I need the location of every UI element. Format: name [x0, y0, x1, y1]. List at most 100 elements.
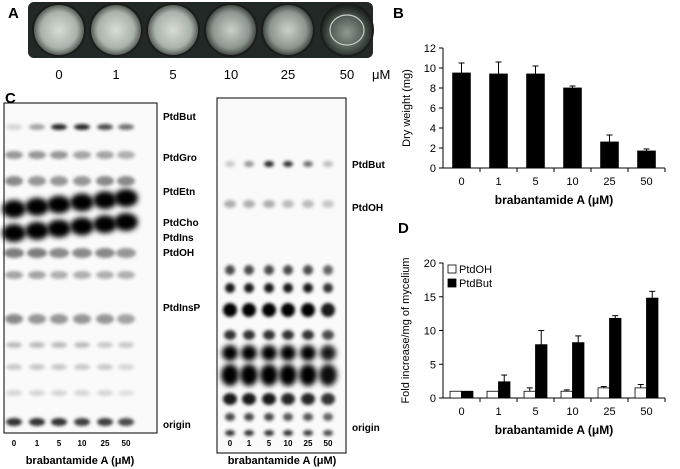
tlc-spot [117, 176, 135, 186]
tlc-spot [29, 390, 45, 396]
tlc-spot [118, 390, 134, 396]
x-tick-label: 25 [603, 406, 615, 418]
tlc-spot [5, 271, 23, 279]
tlc-spot [51, 342, 67, 348]
legend-swatch [447, 278, 457, 288]
panel-letter-a: A [8, 5, 19, 22]
tlc-lane-label-left: 1 [35, 439, 40, 448]
tlc-spot [27, 248, 47, 258]
panel-letter-c: C [5, 90, 16, 107]
tlc-label-ptdinsp: PtdInsP [163, 303, 201, 314]
tlc-spot [263, 200, 275, 208]
tlc-spot [70, 217, 94, 236]
panel-letter-b: B [393, 5, 404, 22]
tlc-spot [114, 189, 138, 207]
tlc-spot [323, 430, 333, 436]
tlc-spot [97, 390, 113, 396]
tlc-spot [303, 265, 313, 275]
x-tick-label: 5 [532, 406, 538, 418]
tlc-spot [29, 342, 45, 348]
tlc-spot [4, 248, 24, 258]
tlc-spot [244, 430, 254, 436]
plate-unit-label: μM [372, 67, 390, 82]
tlc-spot [73, 271, 91, 279]
tlc-spot [97, 124, 113, 130]
culture-well [261, 3, 315, 57]
panel-letter-d: D [398, 220, 409, 237]
tlc-spot [244, 283, 254, 293]
tlc-lane-label-right: 10 [284, 439, 293, 448]
tlc-spot [50, 176, 68, 186]
bar [449, 390, 462, 399]
tlc-spot [262, 303, 276, 317]
tlc-spot [224, 200, 236, 208]
tlc-spot [322, 200, 334, 208]
tlc-spot [243, 200, 255, 208]
tlc-spot [51, 418, 67, 426]
tlc-spot [116, 248, 136, 258]
tlc-lane-label-right: 1 [247, 439, 252, 448]
tlc-spot [28, 176, 46, 186]
tlc-spot [283, 430, 293, 436]
x-tick-label: 0 [458, 406, 464, 418]
tlc-spot [264, 430, 274, 436]
tlc-spot [302, 200, 314, 208]
tlc-spot [28, 151, 46, 159]
tlc-spot [260, 364, 278, 386]
tlc-spot [118, 124, 134, 130]
tlc-spot [118, 342, 134, 348]
y-tick-label: 8 [430, 83, 436, 95]
tlc-spot [29, 418, 45, 426]
tlc-spot [264, 283, 274, 293]
x-tick-label: 0 [458, 176, 464, 188]
tlc-spot [5, 151, 23, 159]
tlc-spot [303, 430, 313, 436]
tlc-label-ptdetn: PtdEtn [163, 187, 195, 198]
tlc-spot [242, 393, 256, 405]
tlc-spot [319, 364, 337, 386]
tlc-spot [74, 390, 90, 396]
tlc-spot [93, 215, 117, 234]
tlc-spot [301, 393, 315, 405]
tlc-lane-label-left: 50 [122, 439, 131, 448]
tlc-spot [244, 413, 254, 421]
y-tick-label: 15 [424, 292, 436, 304]
legend-label: PtdOH [459, 264, 492, 276]
y-axis-label: Dry weight (mg) [401, 69, 413, 147]
x-tick-label: 50 [640, 176, 652, 188]
tlc-spot [225, 430, 235, 436]
tlc-spot [264, 265, 274, 275]
tlc-spot [70, 193, 94, 212]
tlc-spot [28, 314, 46, 324]
tlc-spot [323, 413, 333, 421]
tlc-spot [242, 303, 256, 317]
bar [600, 141, 619, 169]
tlc-lane-label-right: 5 [267, 439, 272, 448]
tlc-spot [303, 283, 313, 293]
tlc-lane-label-left: 0 [12, 439, 17, 448]
tlc-spot [303, 413, 313, 421]
tlc-spot [72, 248, 92, 258]
tlc-spot [264, 413, 274, 421]
bar [560, 390, 573, 399]
tlc-lane-label-right: 25 [304, 439, 313, 448]
tlc-spot [118, 364, 134, 370]
legend-label: PtdBut [459, 278, 492, 290]
tlc-spot [322, 330, 334, 340]
tlc-spot [224, 330, 236, 340]
legend-swatch [447, 264, 457, 274]
tlc-spot [262, 393, 276, 405]
bar [486, 390, 499, 399]
bar [597, 387, 610, 399]
tlc-spot [323, 283, 333, 293]
tlc-spot [282, 200, 294, 208]
x-tick-label: 5 [532, 176, 538, 188]
bar [646, 297, 659, 399]
bar [489, 73, 508, 169]
culture-well [204, 3, 258, 57]
tlc-spot [241, 345, 257, 361]
tlc-spot [281, 303, 295, 317]
tlc-label-ptdbut-right: PtdBut [352, 160, 385, 171]
plate-panel: 0 1 5 10 25 50 μM [28, 2, 390, 82]
tlc-spot [96, 314, 114, 324]
